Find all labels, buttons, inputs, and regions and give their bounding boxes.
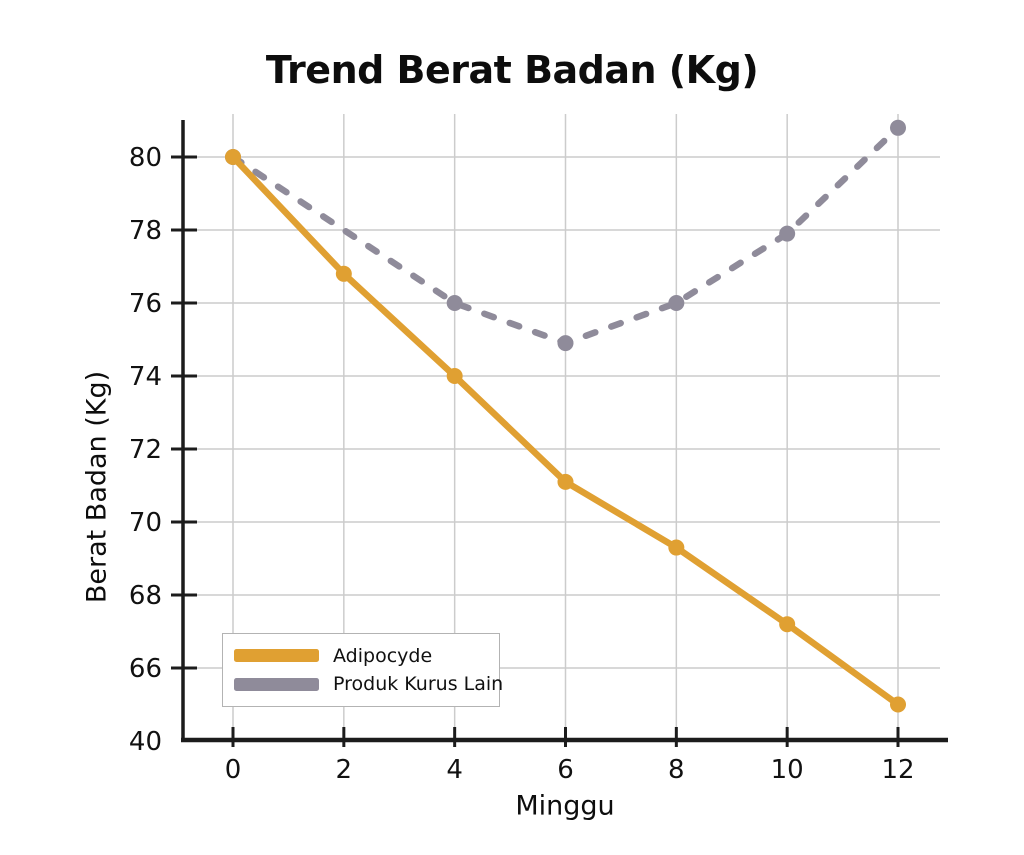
- x-tick-label: 2: [336, 755, 353, 785]
- data-point-produk-kurus-lain: [446, 295, 463, 311]
- legend-swatch-produk-kurus-lain: [234, 677, 319, 691]
- data-point-adipocyde: [890, 696, 906, 713]
- series-line-produk-kurus-lain: [229, 124, 902, 347]
- y-tick-label: 40: [129, 727, 162, 757]
- y-axis-label: Berat Badan (Kg): [81, 370, 113, 604]
- data-point-produk-kurus-lain: [890, 119, 906, 136]
- x-tick-label: 0: [225, 755, 242, 785]
- data-point-adipocyde: [446, 368, 463, 384]
- y-tick-label: 76: [129, 289, 162, 319]
- data-point-produk-kurus-lain: [779, 225, 796, 242]
- data-point-adipocyde: [779, 616, 796, 633]
- y-tick-label: 74: [129, 362, 162, 392]
- y-tick-label: 70: [129, 508, 162, 538]
- x-tick-label: 12: [881, 755, 914, 785]
- chart-title: Trend Berat Badan (Kg): [265, 48, 759, 92]
- y-tick-label: 78: [129, 216, 162, 246]
- y-tick-label: 72: [129, 435, 162, 465]
- data-point-adipocyde: [668, 539, 685, 556]
- data-point-adipocyde: [335, 265, 352, 282]
- legend-label-adipocyde: Adipocyde: [333, 644, 433, 667]
- legend-item-adipocyde: Adipocyde: [234, 645, 491, 667]
- x-tick-label: 6: [557, 755, 574, 785]
- y-tick-label: 80: [129, 143, 162, 173]
- x-tick-label: 4: [446, 755, 463, 785]
- data-point-produk-kurus-lain: [557, 335, 574, 352]
- legend-item-produk-kurus-lain: Produk Kurus Lain: [234, 673, 503, 695]
- data-point-produk-kurus-lain: [668, 295, 685, 311]
- data-point-adipocyde: [557, 473, 574, 490]
- x-axis-label: Minggu: [515, 790, 615, 822]
- data-point-adipocyde: [225, 149, 241, 165]
- legend-label-produk-kurus-lain: Produk Kurus Lain: [333, 673, 504, 696]
- legend: Adipocyde Produk Kurus Lain: [222, 633, 503, 707]
- x-tick-label: 10: [771, 755, 804, 785]
- x-tick-label: 8: [668, 755, 685, 785]
- y-tick-label: 68: [129, 581, 162, 611]
- y-tick-label: 66: [129, 654, 162, 684]
- legend-swatch-adipocyde: [234, 649, 319, 663]
